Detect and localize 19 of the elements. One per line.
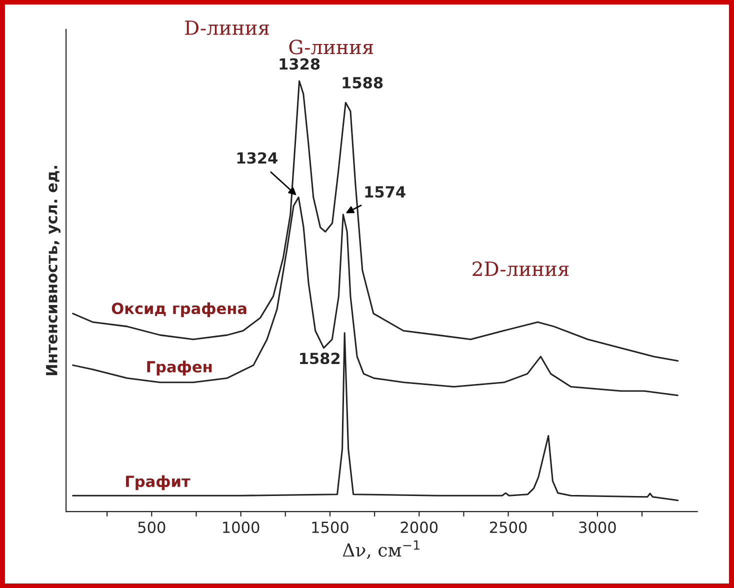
annotation: 1582 [300,352,340,364]
annotation: 2D-линия [472,261,569,276]
annotation: 1588 [342,76,383,89]
x-tick-label: 2500 [490,522,527,534]
x-tick-label: 1000 [223,522,260,534]
x-tick-label: 1500 [312,522,348,534]
x-tick-label: 500 [138,522,166,534]
series-label: Графен [147,360,212,376]
text: G-линия [289,40,374,54]
x-tick-label: 2000 [400,522,438,534]
x-tick-label: 3000 [579,522,616,534]
y-axis-title: Интенсивность, усл. ед. [46,166,61,376]
x-axis-title: Δν, см$^{−1}$ [342,540,420,559]
annotation: 1324 [237,152,278,164]
text: D-линия [185,20,270,36]
annotation: 1574 [365,186,406,198]
series-label: Графит [126,475,190,490]
annotation: 1328 [280,58,320,70]
series-label: Оксид графена [112,302,246,318]
